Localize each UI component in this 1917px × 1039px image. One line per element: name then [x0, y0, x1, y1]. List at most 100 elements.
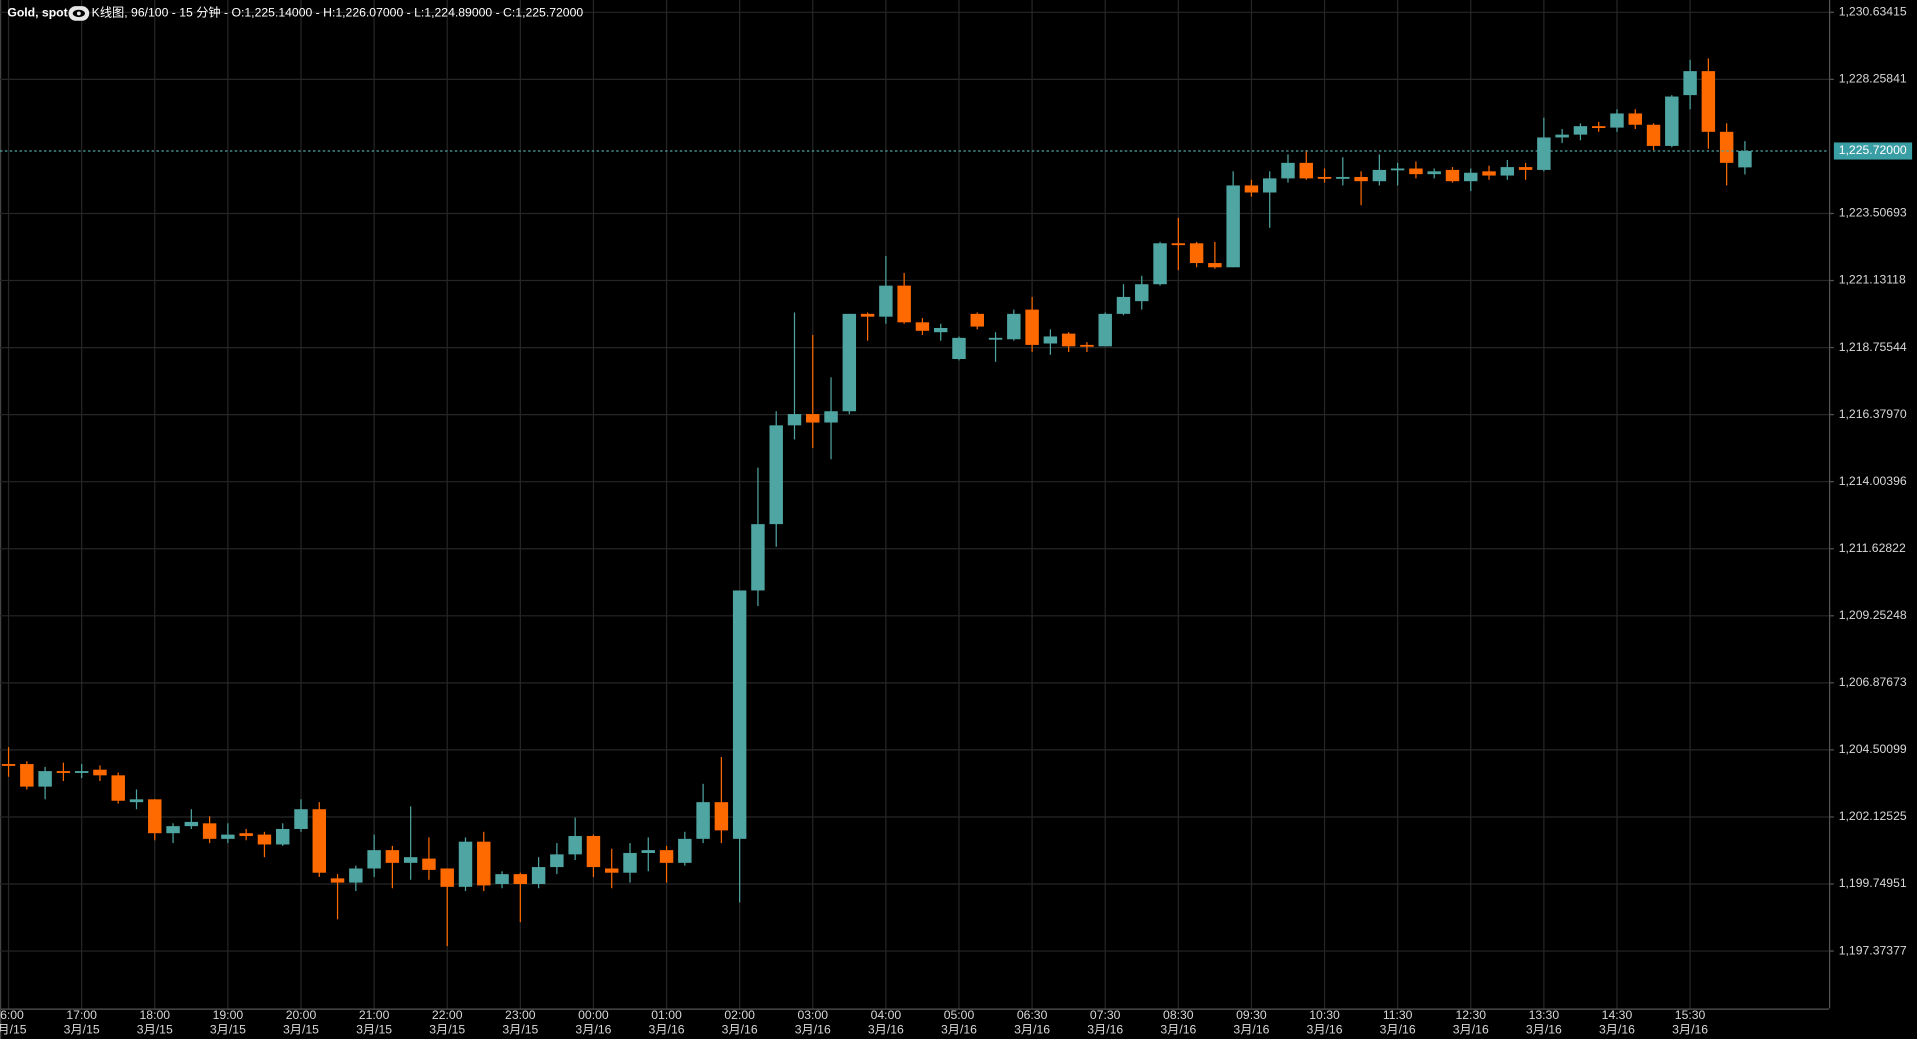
x-tick-label: 00:00 [578, 1008, 609, 1022]
candle-body [1701, 71, 1716, 132]
candle-body [1135, 284, 1149, 302]
x-tick-date: 3月/16 [1599, 1023, 1635, 1037]
candle-body [1665, 96, 1679, 146]
candle-body [202, 823, 217, 839]
x-tick-date: 3月/16 [575, 1023, 611, 1037]
candle-body [860, 313, 875, 317]
candle-body [403, 857, 418, 863]
chart-title: Gold, spot [7, 6, 67, 20]
x-tick-date: 3月/16 [868, 1023, 904, 1037]
x-tick-date: 3月/16 [941, 1023, 977, 1037]
candle-body [38, 771, 52, 787]
y-tick-label: 1,211.62822 [1839, 541, 1906, 555]
x-tick-label: 17:00 [66, 1008, 97, 1022]
candle-body [367, 850, 381, 869]
y-tick-label: 1,230.63415 [1839, 5, 1907, 19]
x-tick-label: 13:30 [1529, 1008, 1560, 1022]
candle-body [1500, 167, 1515, 176]
x-tick-date: 3月/16 [1672, 1023, 1708, 1037]
candle-body [184, 821, 199, 827]
x-tick-label: 16:00 [0, 1008, 24, 1022]
candle-body [1171, 243, 1186, 246]
candle-body [586, 836, 601, 868]
eye-icon-pupil [76, 11, 81, 16]
plot-area [0, 0, 1829, 1009]
x-tick-date: 3月/15 [64, 1023, 100, 1037]
candle-body [458, 841, 473, 887]
candle-body [1646, 124, 1661, 146]
x-tick-date: 3月/15 [0, 1023, 27, 1037]
x-tick-date: 3月/16 [1233, 1023, 1269, 1037]
candle-body [1518, 167, 1533, 170]
candle-body [1409, 168, 1423, 175]
candle-body [1262, 178, 1277, 193]
eye-icon[interactable] [68, 6, 90, 21]
candle-body [531, 867, 546, 885]
candle-body [604, 868, 619, 873]
candle-body [952, 337, 966, 360]
y-tick-label: 1,214.00396 [1839, 474, 1907, 488]
candle-body [440, 868, 454, 887]
candle-body [513, 874, 528, 885]
x-tick-date: 3月/16 [1160, 1023, 1196, 1037]
candle-body [1372, 169, 1387, 182]
candle-body [111, 775, 125, 801]
last-price-box [1833, 142, 1913, 160]
candle-body [1299, 162, 1313, 179]
x-tick-label: 07:30 [1090, 1008, 1121, 1022]
x-tick-date: 3月/16 [1453, 1023, 1489, 1037]
candle-body [769, 425, 783, 525]
candle-body [1336, 176, 1350, 179]
x-tick-label: 20:00 [286, 1008, 317, 1022]
x-tick-label: 02:00 [724, 1008, 755, 1022]
candle-body [1007, 313, 1021, 340]
y-tick-label: 1,218.75544 [1839, 340, 1907, 354]
candle-body [20, 764, 34, 787]
candle-body [659, 850, 674, 863]
x-tick-date: 3月/15 [283, 1023, 319, 1037]
candle-body [787, 414, 802, 426]
x-tick-date: 3月/15 [356, 1023, 392, 1037]
x-tick-label: 11:30 [1383, 1008, 1413, 1022]
x-tick-date: 3月/16 [722, 1023, 758, 1037]
candle-body [933, 327, 948, 333]
last-price-label: 1,225.72000 [1839, 143, 1907, 157]
candle-body [349, 868, 363, 883]
candle-body [623, 852, 637, 873]
candle-body [1043, 336, 1058, 344]
candle-body [422, 858, 436, 870]
candle-body [148, 799, 162, 834]
x-tick-label: 03:00 [797, 1008, 828, 1022]
chart-subtitle: K线图, 96/100 - 15 分钟 - O:1,225.14000 - H:… [92, 5, 584, 20]
candle-body [239, 833, 253, 837]
y-tick-label: 1,204.50099 [1839, 742, 1907, 756]
candle-body [1, 764, 16, 766]
candle-body [221, 834, 235, 839]
candle-body [330, 878, 345, 883]
candle-body [550, 854, 564, 868]
candle-body [1189, 243, 1204, 264]
x-tick-label: 15:30 [1675, 1008, 1706, 1022]
x-tick-label: 06:30 [1017, 1008, 1048, 1022]
x-tick-date: 3月/16 [1380, 1023, 1416, 1037]
candle-body [842, 313, 857, 412]
y-tick-label: 1,209.25248 [1839, 608, 1907, 622]
x-tick-date: 3月/16 [1014, 1023, 1050, 1037]
candle-body [824, 411, 838, 423]
candle-body [495, 874, 509, 885]
candle-body [257, 834, 272, 845]
candle-body [879, 285, 893, 317]
candle-body [1080, 344, 1094, 347]
candle-body [1610, 113, 1624, 128]
candle-body [1354, 176, 1368, 182]
x-tick-label: 08:30 [1163, 1008, 1194, 1022]
x-tick-date: 3月/15 [210, 1023, 246, 1037]
candle-body [477, 841, 491, 886]
candle-body [678, 838, 692, 863]
y-tick-label: 1,228.25841 [1839, 72, 1907, 86]
x-tick-date: 3月/15 [502, 1023, 538, 1037]
x-tick-label: 18:00 [139, 1008, 170, 1022]
x-tick-date: 3月/16 [1526, 1023, 1562, 1037]
